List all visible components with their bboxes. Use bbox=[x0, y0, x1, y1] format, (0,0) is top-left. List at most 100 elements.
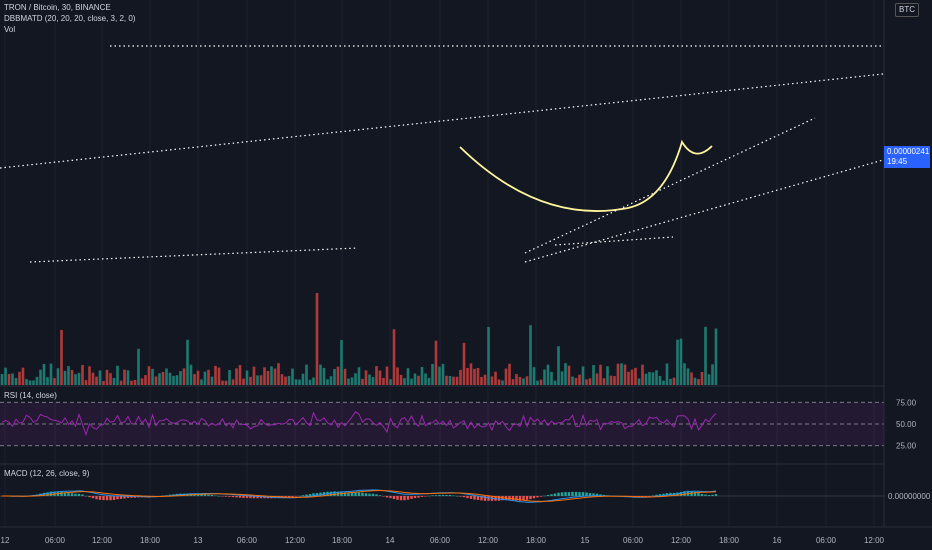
macd-histogram-bar bbox=[217, 495, 221, 497]
volume-bar bbox=[42, 363, 46, 385]
currency-badge[interactable]: BTC bbox=[895, 3, 919, 17]
volume-bar bbox=[588, 378, 592, 385]
volume-bar bbox=[112, 377, 116, 385]
rsi-legend[interactable]: RSI (14, close) bbox=[4, 391, 57, 400]
macd-histogram-bar bbox=[308, 494, 312, 496]
volume-bar bbox=[508, 363, 511, 385]
volume-bar bbox=[123, 369, 126, 385]
macd-histogram-bar bbox=[480, 496, 483, 501]
volume-bar bbox=[175, 375, 179, 385]
time-tick-label: 15 bbox=[581, 536, 590, 545]
volume-legend[interactable]: Vol bbox=[4, 25, 16, 34]
volume-bar bbox=[578, 374, 581, 385]
volume-bar bbox=[515, 374, 518, 385]
macd-histogram-bar bbox=[543, 495, 546, 497]
volume-bar bbox=[382, 377, 385, 385]
volume-bar bbox=[333, 369, 336, 385]
macd-pane bbox=[0, 489, 884, 503]
volume-bar bbox=[420, 366, 424, 385]
volume-bar bbox=[599, 364, 602, 385]
macd-histogram-bar bbox=[294, 496, 298, 497]
volume-bar bbox=[466, 367, 469, 385]
macd-zero-label: 0.00000000 bbox=[888, 492, 931, 501]
volume-bar bbox=[501, 380, 504, 385]
macd-histogram-bar bbox=[123, 496, 126, 499]
macd-histogram-bar bbox=[592, 493, 595, 496]
macd-histogram-bar bbox=[700, 494, 704, 496]
volume-bar bbox=[105, 369, 109, 385]
volume-bar bbox=[95, 376, 98, 385]
volume-bar bbox=[441, 363, 445, 385]
volume-bar bbox=[287, 376, 291, 385]
volume-bar bbox=[396, 367, 399, 385]
volume-bar bbox=[406, 368, 410, 385]
time-axis[interactable]: 12 06:00 12:00 18:00 13 06:00 12:00 18:00 14 06:0… bbox=[0, 526, 932, 545]
volume-bar bbox=[543, 369, 546, 385]
rsi-tick-label: 50.00 bbox=[896, 420, 917, 429]
volume-bar bbox=[669, 378, 672, 385]
volume-bar bbox=[312, 377, 315, 385]
volume-bar bbox=[256, 375, 259, 385]
macd-legend[interactable]: MACD (12, 26, close, 9) bbox=[4, 469, 90, 478]
volume-bar bbox=[4, 367, 7, 385]
cup-pattern-curve bbox=[459, 139, 713, 212]
volume-bar bbox=[147, 366, 151, 385]
volume-bar bbox=[326, 379, 329, 385]
time-tick-label: 06:00 bbox=[816, 536, 837, 545]
volume-bar bbox=[63, 370, 67, 385]
volume-bar bbox=[217, 367, 221, 385]
macd-histogram-bar bbox=[256, 496, 259, 499]
last-price-value: 0.00000241 bbox=[887, 147, 930, 156]
volume-bar bbox=[560, 371, 564, 385]
volume-bar bbox=[242, 378, 245, 385]
volume-bar bbox=[424, 373, 427, 385]
volume-bar bbox=[88, 366, 91, 385]
volume-bar bbox=[140, 378, 144, 385]
macd-histogram-bar bbox=[557, 492, 560, 496]
volume-bar bbox=[487, 327, 490, 385]
macd-histogram-bar bbox=[560, 492, 564, 496]
volume-bar bbox=[676, 339, 679, 385]
last-price-badge: 0.00000241 19:45 bbox=[884, 146, 930, 168]
volume-bar bbox=[606, 366, 609, 385]
macd-histogram-bar bbox=[210, 494, 214, 496]
macd-histogram-bar bbox=[249, 496, 252, 499]
rsi-line bbox=[1, 411, 717, 437]
price-axis[interactable]: 0.000002800.000002700.000002600.00000250… bbox=[883, 0, 931, 527]
volume-bar bbox=[662, 380, 665, 385]
volume-bar bbox=[497, 379, 501, 385]
volume-bar bbox=[494, 371, 497, 385]
macd-histogram-bar bbox=[119, 496, 123, 499]
trendline bbox=[524, 117, 816, 254]
volume-bar bbox=[511, 379, 515, 385]
macd-histogram-bar bbox=[109, 496, 112, 501]
indicator-legend[interactable]: DBBMATD (20, 20, 20, close, 3, 2, 0) bbox=[4, 14, 136, 23]
macd-histogram-bar bbox=[60, 491, 63, 496]
volume-bar bbox=[130, 380, 133, 385]
volume-bar bbox=[704, 326, 707, 385]
volume-bar bbox=[133, 379, 137, 385]
volume-bar bbox=[476, 367, 480, 385]
macd-histogram-bar bbox=[662, 493, 665, 496]
volume-bar bbox=[672, 377, 676, 385]
macd-histogram-bar bbox=[455, 495, 459, 497]
volume-bar bbox=[172, 375, 175, 385]
time-tick-label: 18:00 bbox=[140, 536, 161, 545]
volume-bar bbox=[620, 363, 623, 385]
macd-histogram-bar bbox=[466, 496, 469, 499]
macd-histogram-bar bbox=[315, 493, 319, 496]
volume-bar bbox=[119, 380, 123, 385]
volume-bar bbox=[81, 365, 84, 385]
macd-histogram-bar bbox=[683, 491, 686, 496]
volume-bar bbox=[294, 379, 298, 385]
symbol-title[interactable]: TRON / Bitcoin, 30, BINANCE bbox=[4, 3, 111, 12]
macd-histogram-bar bbox=[567, 492, 571, 496]
volume-bar bbox=[336, 366, 340, 385]
macd-histogram-bar bbox=[74, 493, 77, 496]
macd-histogram-bar bbox=[259, 496, 263, 499]
volume-bar bbox=[340, 340, 343, 385]
volume-bar bbox=[417, 375, 420, 385]
volume-bar bbox=[39, 369, 42, 385]
macd-histogram-bar bbox=[298, 495, 301, 497]
